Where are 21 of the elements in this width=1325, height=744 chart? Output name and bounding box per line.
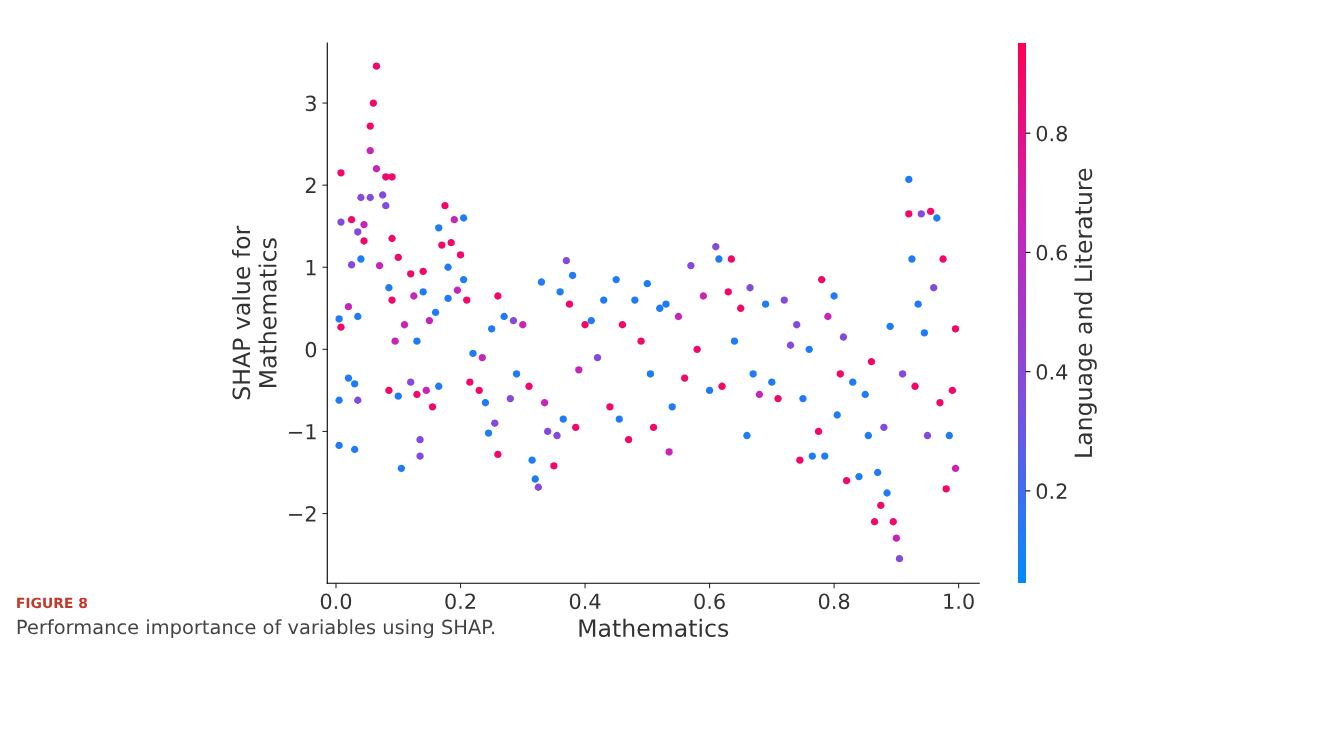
y-tick-label: −2 (289, 505, 316, 522)
x-tick-label: 0.2 (445, 593, 475, 610)
x-tick-label: 0.6 (694, 593, 725, 610)
x-tick-label: 0.0 (320, 593, 352, 610)
color-bar-label: 0.6 (1036, 244, 1068, 261)
y-tick-label: 1 (306, 259, 316, 276)
x-axis-title: Mathematics (579, 618, 729, 638)
color-bar-label: 0.8 (1036, 125, 1067, 142)
y-tick-label: −1 (289, 424, 316, 440)
y-tick-label: 3 (305, 95, 316, 112)
y-axis-title: SHAP value for Mathematics (231, 225, 277, 400)
x-tick-label: 0.8 (818, 593, 850, 610)
caption: FIGURE 8 (17, 597, 88, 609)
text: Performance importance of variables using SHAP. (17, 619, 494, 639)
x-tick-label: 0.4 (569, 593, 601, 610)
x-tick-label: 1.0 (944, 593, 974, 610)
color-bar-label: 0.4 (1036, 364, 1068, 380)
y-tick-label: 2 (305, 177, 316, 194)
color-bar-label: 0.2 (1036, 483, 1067, 500)
color-bar-title: Language and Literature (1073, 168, 1097, 457)
y-tick-label: 0 (305, 341, 317, 358)
